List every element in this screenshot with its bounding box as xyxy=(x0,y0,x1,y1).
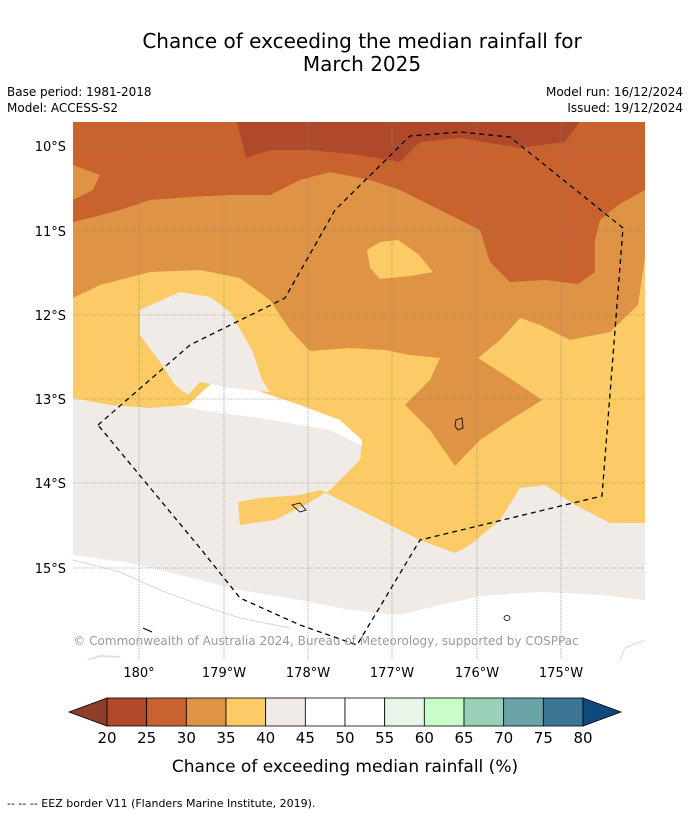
colorbar-segment xyxy=(423,697,465,727)
colorbar: 20 25 30 35 40 45 50 55 60 65 70 75 80 xyxy=(67,697,623,747)
contour-line xyxy=(73,559,291,629)
island-outline xyxy=(291,502,307,513)
colorbar-segment xyxy=(344,697,386,727)
lon-label: 178°W xyxy=(286,666,330,681)
colorbar-tick-label: 50 xyxy=(335,729,354,747)
lon-label: 179°W xyxy=(202,666,246,681)
colorbar-segment xyxy=(542,697,584,727)
colorbar-tick-label: 40 xyxy=(256,729,275,747)
colorbar-tick-label: 20 xyxy=(97,729,116,747)
copyright-notice: © Commonwealth of Australia 2024, Bureau… xyxy=(73,634,578,648)
colorbar-tick-label: 60 xyxy=(415,729,434,747)
colorbar-over-arrow xyxy=(582,697,623,727)
colorbar-tick-label: 45 xyxy=(296,729,315,747)
map-title: Chance of exceeding the median rainfall … xyxy=(0,30,690,76)
colorbar-tick-label: 35 xyxy=(216,729,235,747)
lon-label: 177°W xyxy=(370,666,414,681)
colorbar-segment xyxy=(503,697,544,727)
colorbar-tick-label: 75 xyxy=(534,729,553,747)
title-line-1: Chance of exceeding the median rainfall … xyxy=(142,29,582,53)
latitude-labels: 10°S 11°S 12°S 13°S 14°S 15°S xyxy=(35,140,66,577)
lat-label: 14°S xyxy=(35,477,66,492)
coast-fragment xyxy=(142,627,153,633)
region-40-45-pocket xyxy=(140,292,270,395)
colorbar-tick-label: 65 xyxy=(454,729,473,747)
title-line-2: March 2025 xyxy=(302,52,422,76)
colorbar-segment xyxy=(106,697,148,727)
run-info: Model run: 16/12/2024 Issued: 19/12/2024 xyxy=(546,84,683,116)
gridlines xyxy=(73,122,645,660)
colorbar-label: Chance of exceeding median rainfall (%) xyxy=(171,757,519,777)
lat-label: 13°S xyxy=(35,393,66,408)
colorbar-tick-label: 25 xyxy=(137,729,156,747)
eez-footnote: -- -- -- EEZ border V11 (Flanders Marine… xyxy=(7,797,316,810)
contour-line xyxy=(619,639,645,660)
lon-label: 175°W xyxy=(539,666,583,681)
model-name: Model: ACCESS-S2 xyxy=(7,101,119,115)
issued-date: Issued: 19/12/2024 xyxy=(567,101,683,115)
colorbar-tick-label: 80 xyxy=(573,729,592,747)
colorbar-under-arrow xyxy=(67,697,108,727)
region-25-30 xyxy=(73,122,645,284)
lat-label: 10°S xyxy=(35,140,66,155)
colorbar-segment xyxy=(185,697,227,727)
lat-label: 15°S xyxy=(35,562,66,577)
lon-label: 176°W xyxy=(455,666,499,681)
colorbar-segment xyxy=(146,697,187,727)
map-area: © Commonwealth of Australia 2024, Bureau… xyxy=(73,122,645,660)
colorbar-segment xyxy=(265,697,306,727)
region-20-25 xyxy=(237,122,580,162)
island-outline xyxy=(454,417,464,431)
model-run: Model run: 16/12/2024 xyxy=(545,85,683,99)
colorbar-segment xyxy=(304,697,346,727)
region-35-40-island xyxy=(367,240,433,279)
colorbar-segment xyxy=(384,697,425,727)
eez-border xyxy=(97,131,624,646)
lat-label: 11°S xyxy=(35,225,66,240)
model-info: Base period: 1981-2018 Model: ACCESS-S2 xyxy=(7,84,152,116)
colorbar-segment xyxy=(463,697,505,727)
base-period: Base period: 1981-2018 xyxy=(7,85,152,99)
colorbar-tick-label: 30 xyxy=(177,729,196,747)
colorbar-tick-label: 55 xyxy=(375,729,394,747)
colorbar-segment xyxy=(225,697,267,727)
contour-line xyxy=(87,654,121,660)
lat-label: 12°S xyxy=(35,309,66,324)
colorbar-tick-label: 70 xyxy=(494,729,513,747)
island-outline xyxy=(503,615,511,621)
longitude-labels: 180° 179°W 178°W 177°W 176°W 175°W xyxy=(123,666,583,681)
lon-label: 180° xyxy=(123,666,154,681)
